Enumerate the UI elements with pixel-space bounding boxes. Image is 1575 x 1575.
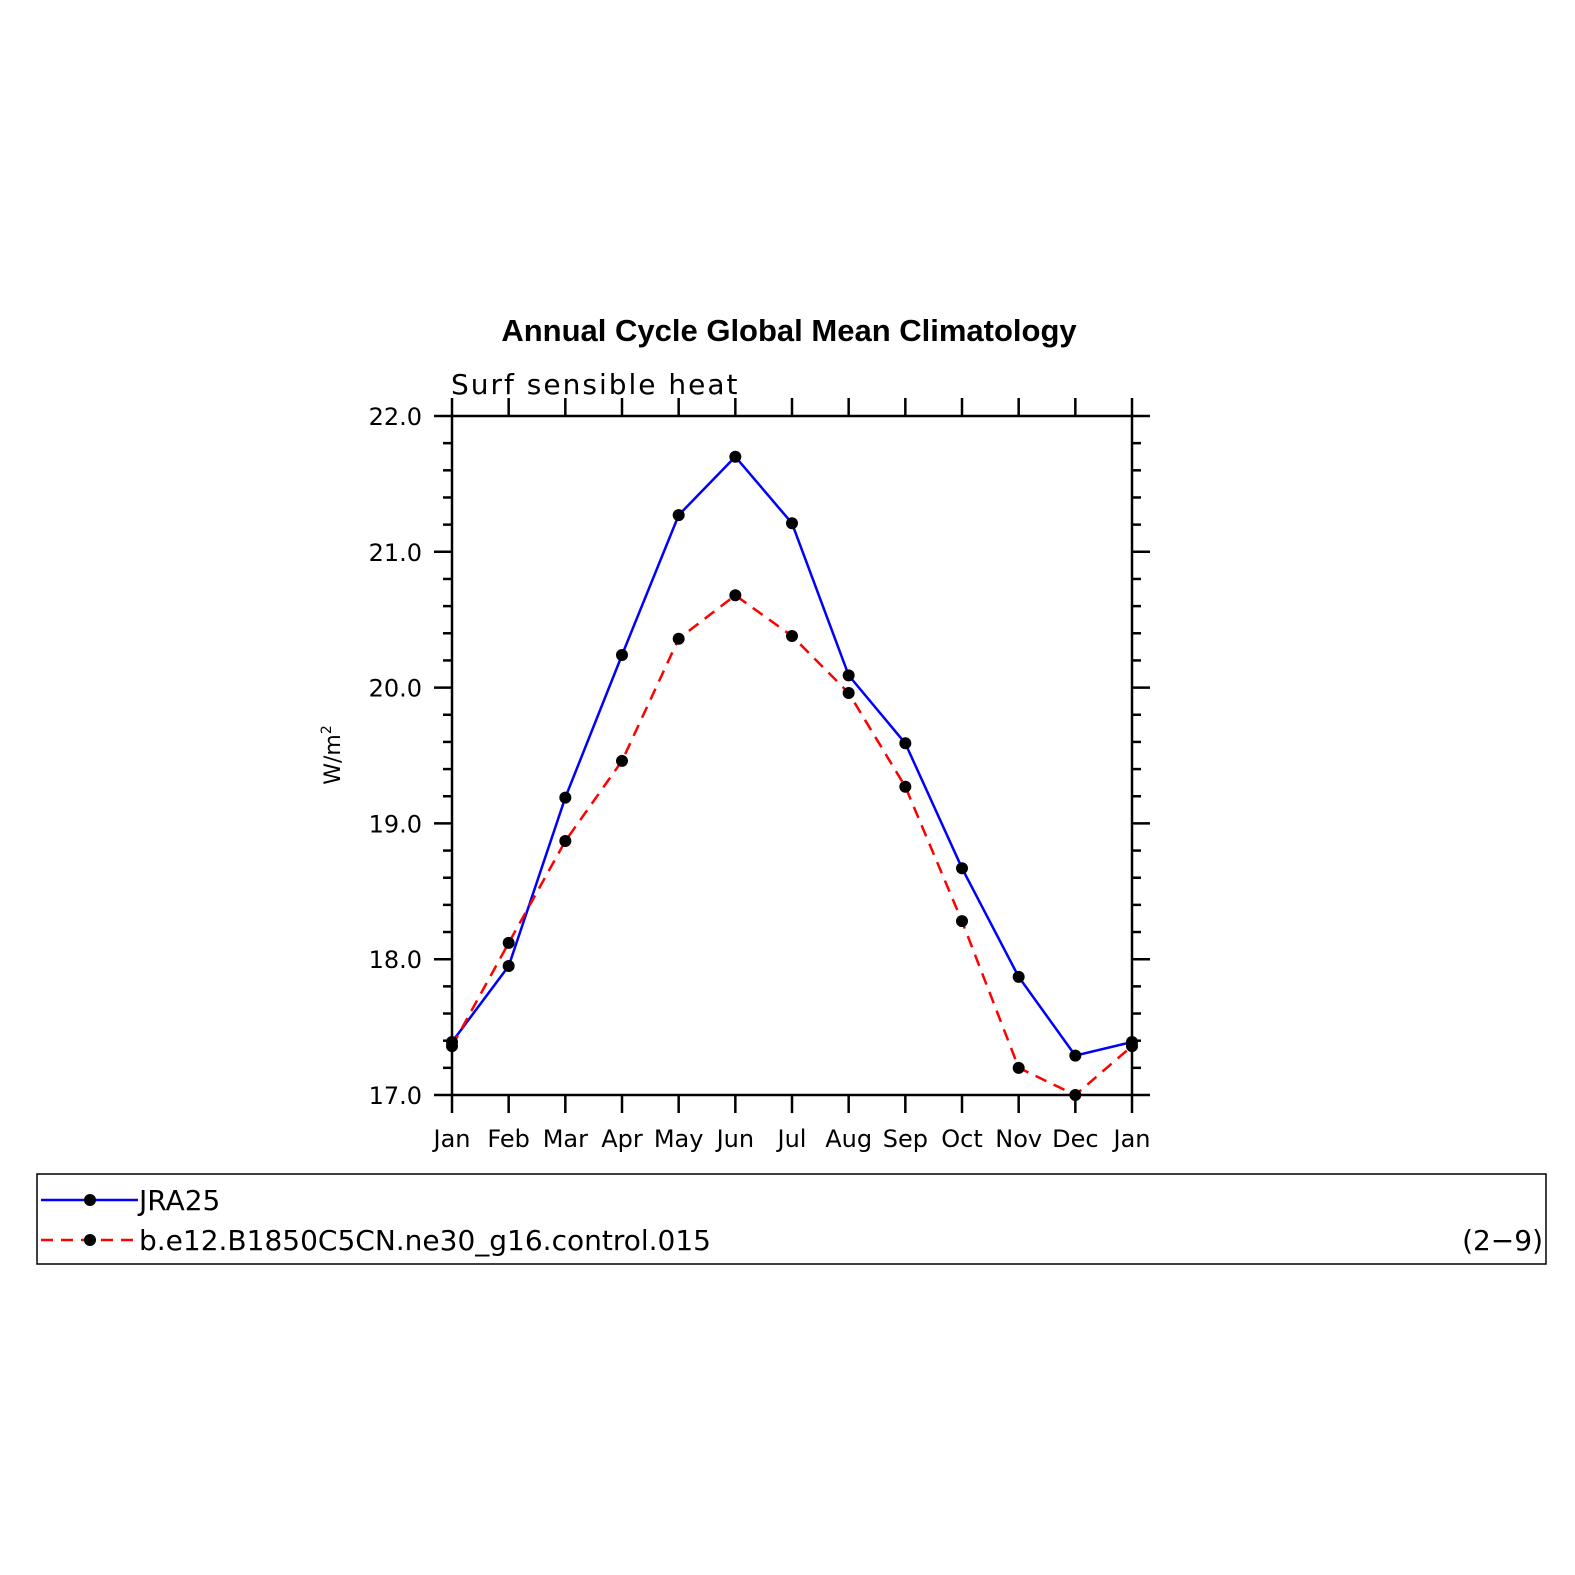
series-1-point <box>1012 1061 1025 1074</box>
series-markers <box>446 450 1138 1101</box>
series-0-point <box>1012 970 1025 983</box>
x-tick-label: Dec <box>1052 1125 1098 1153</box>
x-tick-label: Jun <box>715 1125 755 1153</box>
x-tick-label: Mar <box>543 1125 588 1153</box>
y-tick-label: 20.0 <box>369 675 422 703</box>
series-1-point <box>729 589 742 602</box>
series-1-point <box>842 687 855 700</box>
series-1-point <box>899 780 912 793</box>
series-1-point <box>956 915 968 928</box>
legend-label-control: b.e12.B1850C5CN.ne30_g16.control.015 <box>139 1224 711 1257</box>
x-tick-label: Aug <box>825 1125 872 1153</box>
series-1-point <box>559 835 572 848</box>
series-1-point <box>446 1040 458 1053</box>
series-0-point <box>956 862 968 875</box>
y-tick-label: 18.0 <box>369 946 422 974</box>
legend-marker-control <box>84 1234 96 1246</box>
x-tick-label: May <box>654 1125 704 1153</box>
y-tick-label: 19.0 <box>369 810 422 838</box>
y-axis-label-superscript: 2 <box>319 725 335 734</box>
series-0-point <box>616 649 628 662</box>
series-0-point <box>729 450 742 463</box>
x-tick-label: Feb <box>487 1125 530 1153</box>
y-tick-label: 22.0 <box>369 403 422 431</box>
series-1-point <box>616 754 628 767</box>
x-tick-label: Oct <box>941 1125 983 1153</box>
chart-subtitle: Surf sensible heat <box>451 368 740 401</box>
x-tick-label: Nov <box>995 1125 1042 1153</box>
series-0-point <box>672 509 685 522</box>
legend-annotation: (2−9) <box>1462 1224 1543 1257</box>
series-0-point <box>842 669 855 682</box>
y-tick-label: 21.0 <box>369 539 422 567</box>
series-line-1 <box>450 593 1133 1097</box>
series-0-point <box>1069 1049 1082 1062</box>
x-tick-label: Jan <box>1112 1125 1151 1153</box>
series-line-0 <box>450 454 1133 1058</box>
series-1-point <box>1069 1089 1082 1101</box>
legend-label-jra25: JRA25 <box>137 1184 220 1217</box>
legend-marker-jra25 <box>84 1194 96 1206</box>
axis-ticks <box>434 398 1150 1113</box>
series-0-point <box>786 517 798 530</box>
series-0-point <box>502 959 515 972</box>
y-tick-labels: 17.0 18.0 19.0 20.0 21.0 22.0 <box>369 403 422 1110</box>
x-tick-label: Sep <box>883 1125 928 1153</box>
series-1-point <box>672 632 685 645</box>
y-tick-label: 17.0 <box>369 1082 422 1110</box>
series-1-point <box>1126 1040 1138 1053</box>
x-tick-label: Apr <box>601 1125 643 1153</box>
x-tick-label: Jul <box>776 1125 807 1153</box>
y-axis-label: W/m2 <box>319 725 346 785</box>
series-1-point <box>502 936 515 949</box>
legend: JRA25 b.e12.B1850C5CN.ne30_g16.control.0… <box>36 1173 1547 1265</box>
series-0-point <box>899 737 912 750</box>
chart-title: Annual Cycle Global Mean Climatology <box>501 313 1077 348</box>
y-axis-label-text: W/m <box>321 734 346 785</box>
series-lines <box>450 454 1133 1097</box>
x-tick-label: Jan <box>432 1125 471 1153</box>
series-0-point <box>559 791 572 804</box>
x-tick-labels: Jan Feb Mar Apr May Jun Jul Aug Sep Oct Nov Dec Jan <box>432 1125 1151 1153</box>
series-1-point <box>786 629 798 642</box>
legend-box <box>36 1173 1547 1265</box>
